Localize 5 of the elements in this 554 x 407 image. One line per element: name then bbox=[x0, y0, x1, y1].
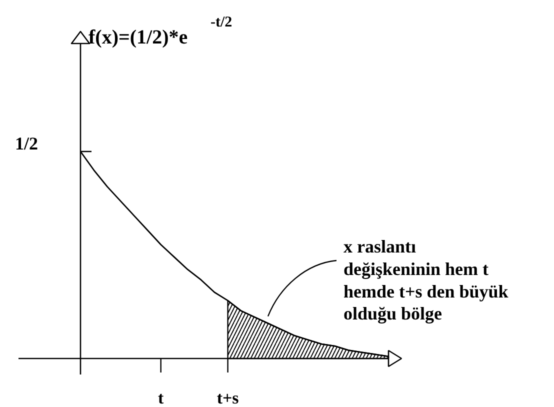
x-tick-label: t+s bbox=[216, 388, 240, 407]
text: 1/2 bbox=[15, 134, 38, 154]
annotation: x raslantı değişkeninin hem t hemde t+s den büyük olduğu bölge bbox=[344, 236, 508, 324]
chart-title: f(x)=(1/2)*e-t/2 bbox=[88, 14, 232, 48]
x-tick-label: t bbox=[158, 388, 164, 407]
